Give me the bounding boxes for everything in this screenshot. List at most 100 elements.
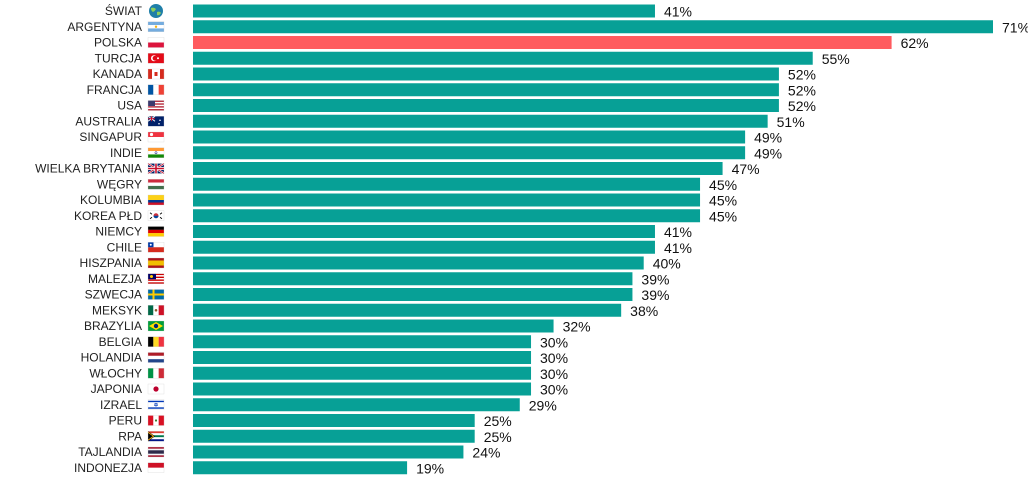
category-label: NIEMCY xyxy=(95,225,142,239)
category-label: KOLUMBIA xyxy=(80,193,142,207)
value-label: 19% xyxy=(416,460,444,476)
bar-highlighted xyxy=(193,36,892,49)
category-label: PERU xyxy=(109,414,142,428)
bar xyxy=(193,303,622,317)
bar xyxy=(193,414,475,427)
bar xyxy=(193,225,655,238)
bar xyxy=(193,99,779,112)
bar xyxy=(193,146,746,160)
category-label: HOLANDIA xyxy=(81,351,142,365)
bar xyxy=(193,398,520,412)
value-label: 45% xyxy=(709,208,737,224)
value-label: 32% xyxy=(563,319,591,335)
bar xyxy=(193,130,746,144)
flag-france-icon xyxy=(147,84,165,95)
value-label: 30% xyxy=(540,366,568,382)
category-label: SZWECJA xyxy=(85,288,142,302)
bar xyxy=(193,193,701,207)
value-label: 52% xyxy=(788,67,816,83)
value-label: 55% xyxy=(822,51,850,67)
bar xyxy=(193,319,554,333)
category-label: USA xyxy=(117,99,142,113)
flag-japan-icon xyxy=(147,383,165,395)
category-label: HISZPANIA xyxy=(80,256,142,270)
category-label: AUSTRALIA xyxy=(75,114,142,128)
flag-colombia-icon xyxy=(147,194,165,206)
category-label: INDONEZJA xyxy=(74,461,142,475)
bar xyxy=(193,445,464,459)
globe-icon xyxy=(149,4,163,18)
value-label: 30% xyxy=(540,350,568,366)
bar xyxy=(193,83,779,97)
value-label: 62% xyxy=(901,35,929,51)
category-label: POLSKA xyxy=(94,36,142,50)
value-label: 24% xyxy=(472,445,500,461)
flag-spain-icon xyxy=(147,257,165,269)
value-label: 47% xyxy=(732,161,760,177)
bar xyxy=(193,4,655,18)
value-label: 29% xyxy=(529,397,557,413)
bar xyxy=(193,272,633,286)
flag-australia-icon xyxy=(147,115,165,127)
flag-brazil-icon xyxy=(147,320,165,332)
category-label: IZRAEL xyxy=(100,398,142,412)
category-label: TURCJA xyxy=(95,51,142,65)
value-label: 38% xyxy=(630,303,658,319)
flag-germany-icon xyxy=(147,226,165,237)
category-label: TAJLANDIA xyxy=(78,445,142,459)
value-label: 51% xyxy=(777,114,805,130)
category-label: ŚWIAT xyxy=(105,3,143,18)
category-label: SINGAPUR xyxy=(79,130,142,144)
category-label: FRANCJA xyxy=(87,83,142,97)
category-label: BELGIA xyxy=(99,335,142,349)
bar xyxy=(193,114,768,128)
flag-united-kingdom-icon xyxy=(147,162,165,175)
category-label: JAPONIA xyxy=(91,382,142,396)
value-label: 40% xyxy=(653,256,681,272)
bar xyxy=(193,209,701,223)
bar xyxy=(193,351,532,364)
category-label: RPA xyxy=(118,429,142,443)
bar xyxy=(193,288,633,301)
flag-thailand-icon xyxy=(147,446,165,458)
flag-turkey-icon xyxy=(147,53,165,64)
flag-israel-icon xyxy=(147,399,165,410)
bar xyxy=(193,429,475,443)
flag-usa-icon xyxy=(147,100,165,111)
flag-malaysia-icon xyxy=(147,273,165,284)
flag-chile-icon xyxy=(147,242,165,253)
bar xyxy=(193,51,813,65)
flag-canada-icon xyxy=(147,68,165,80)
flag-peru-icon xyxy=(147,415,165,426)
value-label: 39% xyxy=(641,287,669,303)
value-label: 49% xyxy=(754,145,782,161)
category-label: BRAZYLIA xyxy=(84,319,142,333)
category-label: KOREA PŁD xyxy=(74,209,142,223)
category-label: CHILE xyxy=(107,240,142,254)
category-label: MALEZJA xyxy=(88,272,142,286)
value-label: 52% xyxy=(788,82,816,98)
bar xyxy=(193,162,723,175)
bar xyxy=(193,382,532,396)
flag-netherlands-icon xyxy=(147,352,165,363)
flag-south-korea-icon xyxy=(147,210,165,221)
value-label: 49% xyxy=(754,130,782,146)
bar xyxy=(193,461,408,475)
bar xyxy=(193,67,779,81)
value-label: 41% xyxy=(664,240,692,256)
category-label: WĘGRY xyxy=(97,177,142,191)
category-label: ARGENTYNA xyxy=(67,20,142,34)
flag-argentina-icon xyxy=(147,21,165,32)
value-label: 45% xyxy=(709,193,737,209)
bar xyxy=(193,20,993,34)
flag-belgium-icon xyxy=(147,336,165,347)
flag-south-africa-icon xyxy=(147,431,165,442)
value-label: 41% xyxy=(664,4,692,20)
bar xyxy=(193,177,701,191)
value-label: 25% xyxy=(484,429,512,445)
value-label: 52% xyxy=(788,98,816,114)
bar xyxy=(193,335,532,349)
flag-mexico-icon xyxy=(147,305,165,316)
bar xyxy=(193,256,644,270)
